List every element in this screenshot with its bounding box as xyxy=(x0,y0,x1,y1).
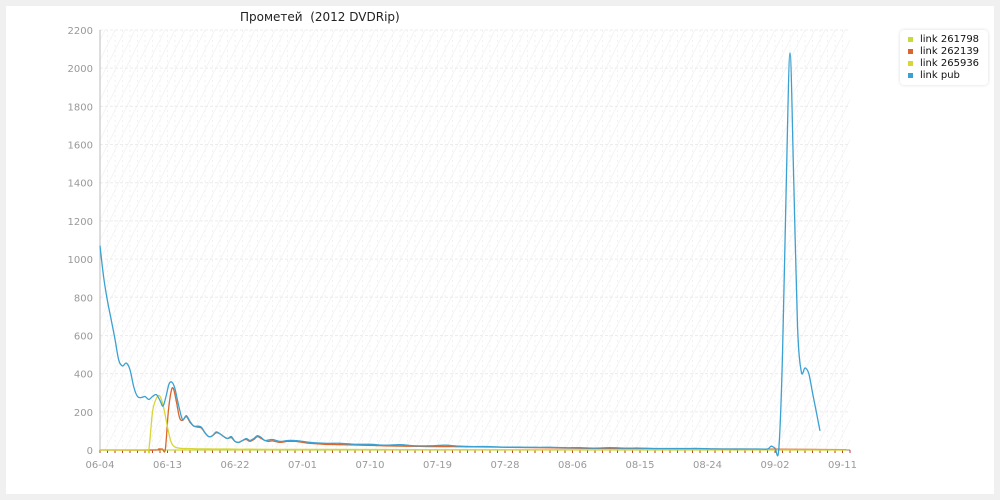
legend-swatch xyxy=(908,60,913,66)
x-tick-label: 07-01 xyxy=(288,460,317,471)
legend: link 261798 link 262139 link 265936 link pu… xyxy=(900,30,988,85)
y-tick-label: 1600 xyxy=(68,141,93,152)
series-line-link-pub xyxy=(99,52,821,457)
x-tick-label: 08-15 xyxy=(625,460,654,471)
x-tick-label: 08-06 xyxy=(558,460,587,471)
y-tick-label: 800 xyxy=(74,293,93,304)
x-tick-label: 08-24 xyxy=(693,460,722,471)
x-tick-label: 07-19 xyxy=(423,460,452,471)
legend-label: link 265936 xyxy=(920,57,980,69)
x-axis-ticks: 06-04 06-13 06-22 07-01 07-10 07-19 07-28 08-06… xyxy=(85,460,857,471)
y-tick-label: 1400 xyxy=(68,179,93,190)
legend-swatch xyxy=(908,72,913,78)
x-tick-label: 06-04 xyxy=(85,460,114,471)
x-tick-label: 07-28 xyxy=(490,460,519,471)
y-tick-label: 0 xyxy=(87,446,93,457)
y-axis-ticks: 0 200 400 600 800 1000 1200 1400 1600 1800 2000 220… xyxy=(68,26,93,457)
y-tick-label: 1800 xyxy=(68,102,93,113)
legend-label: link pub xyxy=(920,69,960,81)
y-tick-label: 1200 xyxy=(68,217,93,228)
x-tick-label: 09-11 xyxy=(828,460,857,471)
x-tick-label: 09-02 xyxy=(760,460,789,471)
legend-label: link 261798 xyxy=(920,33,980,45)
legend-label: link 262139 xyxy=(920,45,980,57)
legend-swatch xyxy=(908,36,913,42)
y-tick-label: 2000 xyxy=(68,64,93,75)
series-lines xyxy=(99,52,847,457)
legend-item[interactable]: link 261798 xyxy=(900,33,988,45)
y-tick-label: 600 xyxy=(74,331,93,342)
y-tick-label: 200 xyxy=(74,408,93,419)
x-tick-label: 07-10 xyxy=(355,460,384,471)
legend-swatch xyxy=(908,48,913,54)
y-tick-label: 2200 xyxy=(68,26,93,37)
y-tick-label: 400 xyxy=(74,370,93,381)
legend-item[interactable]: link 265936 xyxy=(900,57,988,69)
x-tick-label: 06-22 xyxy=(220,460,249,471)
legend-item[interactable]: link 262139 xyxy=(900,45,988,57)
y-tick-label: 1000 xyxy=(68,255,93,266)
chart-title: Прометей (2012 DVDRip) xyxy=(240,10,400,24)
grid-lines xyxy=(100,29,850,450)
x-tick-label: 06-13 xyxy=(153,460,182,471)
legend-item[interactable]: link pub xyxy=(900,69,988,81)
